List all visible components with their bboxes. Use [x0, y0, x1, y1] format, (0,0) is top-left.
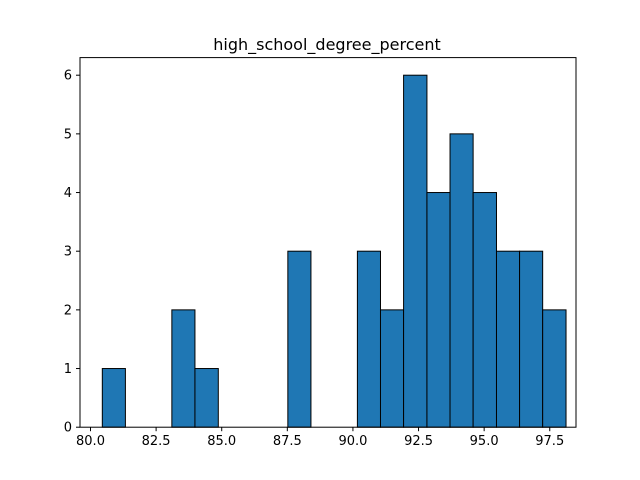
x-tick-label: 92.5 — [404, 434, 433, 449]
histogram-bar — [287, 250, 312, 428]
x-tick-label: 95.0 — [470, 434, 499, 449]
histogram-bar — [101, 368, 126, 428]
x-tick-label: 87.5 — [273, 434, 302, 449]
histogram-bar — [194, 368, 219, 428]
histogram-bar — [356, 250, 381, 428]
chart-title: high_school_degree_percent — [213, 35, 441, 55]
x-tick-label: 90.0 — [338, 434, 367, 449]
histogram-bar — [519, 250, 544, 428]
y-tick-label: 3 — [64, 245, 72, 260]
x-tick-label: 85.0 — [207, 434, 236, 449]
y-tick-label: 6 — [64, 69, 72, 84]
y-tick-label: 1 — [64, 362, 72, 377]
histogram-bar — [171, 309, 196, 428]
bars-group — [101, 74, 567, 428]
histogram-bar — [449, 133, 474, 428]
plot-frame — [79, 57, 577, 428]
histogram-bar — [379, 309, 405, 428]
y-tick-label: 0 — [64, 421, 72, 436]
x-tick-label: 80.0 — [76, 434, 105, 449]
histogram-bar — [542, 309, 567, 428]
y-tick-label: 4 — [64, 186, 72, 201]
y-axis: 0 1 2 3 4 5 6 — [64, 69, 80, 436]
histogram-bar — [426, 192, 451, 428]
y-tick-label: 2 — [64, 303, 72, 318]
histogram-bar — [495, 250, 521, 428]
x-tick-label: 82.5 — [142, 434, 171, 449]
x-axis: 80.0 82.5 85.0 87.5 90.0 92.5 95.0 97.5 — [76, 427, 564, 449]
histogram-bar — [403, 74, 428, 428]
x-tick-label: 97.5 — [535, 434, 564, 449]
histogram-bar — [472, 192, 497, 428]
y-tick-label: 5 — [64, 127, 72, 142]
